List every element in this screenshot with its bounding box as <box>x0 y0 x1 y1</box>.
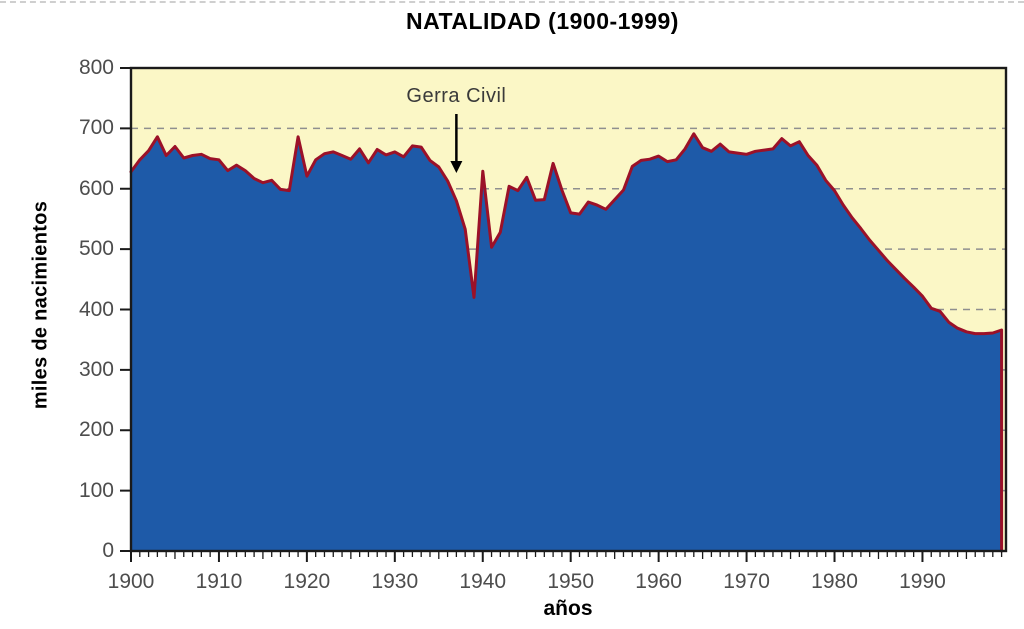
plot-frame <box>129 66 1008 553</box>
chart-title: NATALIDAD (1900-1999) <box>406 8 679 34</box>
y-tick-label: 0 <box>102 539 114 562</box>
y-tick-label: 700 <box>78 116 114 140</box>
x-axis-title: años <box>543 597 593 620</box>
x-tick-label: 1940 <box>459 570 507 593</box>
y-tick-label: 500 <box>78 237 114 261</box>
x-tick-label: 1990 <box>899 570 946 593</box>
y-tick-label: 200 <box>78 418 114 442</box>
x-tick-label: 1930 <box>371 570 419 593</box>
y-tick-label: 800 <box>78 56 114 79</box>
y-tick-label: 100 <box>78 478 114 502</box>
y-tick-label: 300 <box>78 357 114 381</box>
x-tick-label: 1920 <box>283 570 331 593</box>
page-top-border <box>0 1 1024 3</box>
annotation-arrow-head <box>450 161 463 173</box>
x-tick-label: 1980 <box>811 570 858 593</box>
x-tick-label: 1970 <box>723 570 770 593</box>
births-area-fill <box>131 133 1002 552</box>
x-tick-label: 1950 <box>547 570 595 593</box>
civil-war-annotation: Gerra Civil <box>406 85 507 107</box>
y-tick-label: 600 <box>78 176 114 200</box>
x-tick-label: 1960 <box>635 570 682 593</box>
births-line <box>129 132 1004 553</box>
x-tick-label: 1910 <box>195 570 243 593</box>
x-tick-label: 1900 <box>107 570 155 593</box>
y-tick-label: 400 <box>78 297 114 321</box>
